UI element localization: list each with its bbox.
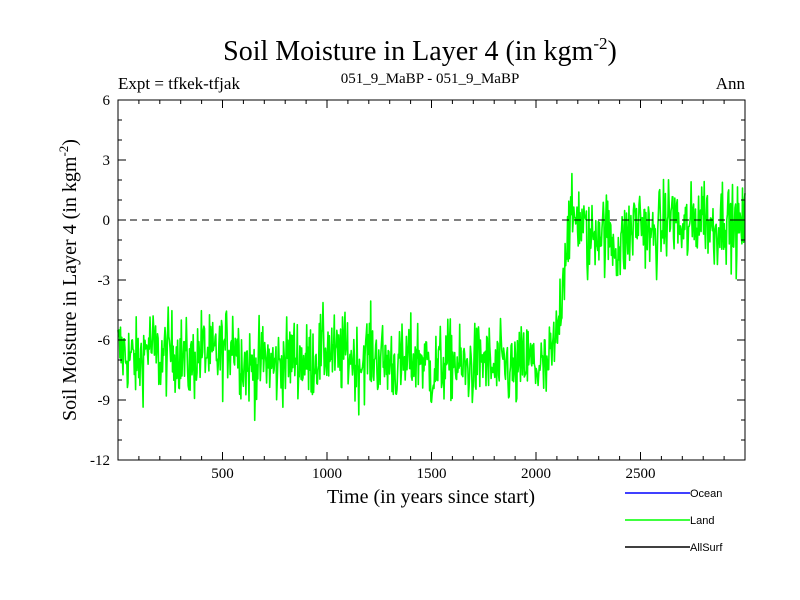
x-tick-label: 2000 [521,466,551,482]
plot-frame [117,99,746,461]
y-axis-label: Soil Moisture in Layer 4 (in kgm-2) [56,139,81,421]
legend: Ocean Land AllSurf [625,488,723,554]
x-axis: 500 1000 1500 2000 2500 [138,100,725,482]
x-tick-label: 1000 [312,466,342,482]
y-tick-label: -9 [98,393,111,409]
chart-subtitle: 051_9_MaBP - 051_9_MaBP [341,71,520,87]
series-layer [117,172,746,422]
y-tick-label: -3 [98,273,111,289]
y-tick-label: -6 [98,333,111,349]
x-tick-label: 1500 [417,466,447,482]
series-line-land [117,172,746,422]
y-tick-label: 6 [103,93,111,109]
y-tick-label: 0 [103,213,111,229]
legend-label-allsurf: AllSurf [690,542,723,554]
legend-label-land: Land [690,515,714,527]
y-axis: -12 -9 -6 -3 0 3 6 [90,93,745,469]
plot-area: 500 1000 1500 2000 2500 -12 -9 -6 -3 0 3 6 [90,93,746,482]
experiment-label: Expt = tfkek-tfjak [118,74,240,93]
y-tick-label: -12 [90,453,110,469]
season-label: Ann [716,74,746,93]
y-tick-label: 3 [103,153,111,169]
chart-title: Soil Moisture in Layer 4 (in kgm-2) [223,34,617,67]
x-tick-label: 500 [211,466,234,482]
x-axis-label: Time (in years since start) [327,486,535,508]
x-tick-label: 2500 [626,466,656,482]
legend-label-ocean: Ocean [690,488,722,500]
